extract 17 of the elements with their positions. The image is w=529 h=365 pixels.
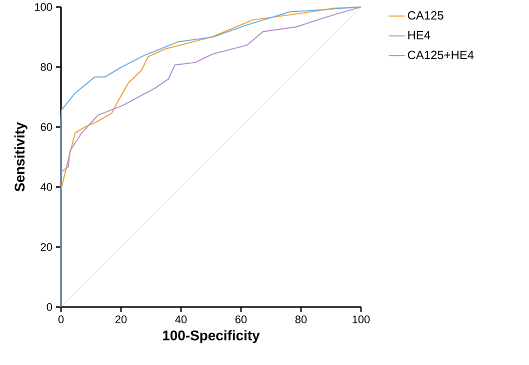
legend-label: CA125: [408, 11, 444, 20]
x-tick-label: 80: [295, 316, 307, 324]
y-tick-label: 40: [40, 183, 52, 191]
y-tick-label: 80: [40, 63, 52, 71]
x-tick-label: 20: [115, 316, 127, 324]
y-tick-label: 60: [40, 123, 52, 131]
x-tick-label: 40: [175, 316, 187, 324]
y-axis-title: Sensitivity: [14, 122, 28, 192]
x-tick-label: 0: [58, 316, 64, 324]
y-tick-label: 0: [46, 303, 52, 311]
y-tick-label: 100: [35, 3, 52, 11]
legend-label: CA125+HE4: [408, 50, 474, 60]
x-tick-label: 100: [352, 316, 370, 324]
legend-label: HE4: [408, 31, 430, 40]
x-tick-label: 60: [235, 316, 247, 324]
x-axis-title: 100-Specificity: [163, 330, 260, 344]
y-tick-label: 20: [40, 243, 52, 251]
